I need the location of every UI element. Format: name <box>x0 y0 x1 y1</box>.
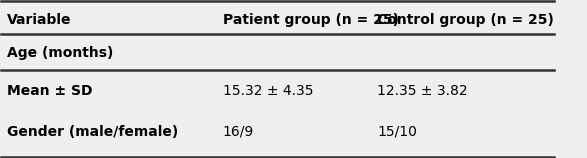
Text: 15.32 ± 4.35: 15.32 ± 4.35 <box>222 84 313 98</box>
Text: Gender (male/female): Gender (male/female) <box>7 125 178 139</box>
Text: 15/10: 15/10 <box>377 125 417 139</box>
Text: Mean ± SD: Mean ± SD <box>7 84 92 98</box>
Text: 16/9: 16/9 <box>222 125 254 139</box>
Text: Control group (n = 25): Control group (n = 25) <box>377 13 554 27</box>
Text: 12.35 ± 3.82: 12.35 ± 3.82 <box>377 84 468 98</box>
Text: Variable: Variable <box>7 13 72 27</box>
Text: Patient group (n = 25): Patient group (n = 25) <box>222 13 399 27</box>
Text: Age (months): Age (months) <box>7 46 113 60</box>
